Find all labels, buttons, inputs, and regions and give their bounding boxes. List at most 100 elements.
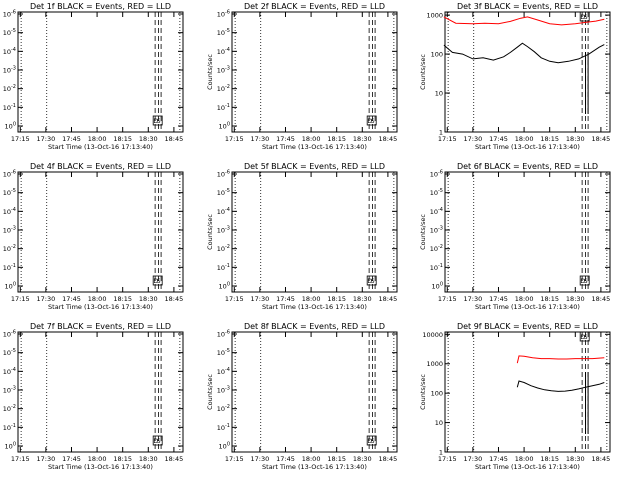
panel-6: Det 6f BLACK = Events, RED = LLD 100 10-1 1… bbox=[419, 162, 611, 311]
x-tick-label: 17:45 bbox=[276, 135, 295, 143]
x-tick-label: 17:30 bbox=[37, 455, 56, 463]
panel-title: Det 8f BLACK = Events, RED = LLD bbox=[244, 322, 385, 331]
marker-D: D bbox=[580, 14, 585, 21]
x-tick-label: 18:45 bbox=[165, 455, 184, 463]
x-tick-label: 18:45 bbox=[592, 455, 611, 463]
panel-title: Det 3f BLACK = Events, RED = LLD bbox=[457, 2, 598, 11]
marker-D: D bbox=[580, 278, 585, 285]
panel-1: Det 1f BLACK = Events, RED = LLD 100 10-1 1… bbox=[3, 2, 184, 151]
x-tick-label: 17:15 bbox=[438, 295, 457, 303]
x-tick-label: 17:15 bbox=[438, 135, 457, 143]
x-tick-label: 18:00 bbox=[302, 135, 321, 143]
marker-box bbox=[579, 11, 590, 22]
y-tick-label: 10-5 bbox=[430, 188, 443, 197]
x-axis-label: Start Time (13-Oct-16 17:13:40) bbox=[262, 303, 367, 311]
y-tick-label: 10-6 bbox=[3, 330, 16, 339]
panel-8: Det 8f BLACK = Events, RED = LLD 100 10-1 1… bbox=[206, 322, 398, 471]
y-tick-label: 10-4 bbox=[3, 47, 16, 56]
plot-frame bbox=[231, 171, 398, 293]
marker-box bbox=[366, 435, 377, 446]
x-tick-label: 18:30 bbox=[353, 455, 372, 463]
y-tick-label: 10-3 bbox=[217, 66, 230, 75]
x-tick-label: 17:30 bbox=[464, 135, 483, 143]
x-tick-label: 17:30 bbox=[251, 135, 270, 143]
y-axis-label: Counts/sec bbox=[206, 54, 214, 90]
x-tick-label: 17:30 bbox=[464, 455, 483, 463]
y-tick-label: 10-5 bbox=[217, 188, 230, 197]
plot-frame bbox=[17, 171, 184, 293]
y-tick-label: 1 bbox=[439, 449, 443, 457]
x-tick-label: 17:15 bbox=[438, 455, 457, 463]
y-tick-label: 10-6 bbox=[430, 170, 443, 179]
x-tick-label: 17:30 bbox=[251, 455, 270, 463]
y-tick-label: 10-3 bbox=[217, 226, 230, 235]
y-tick-label: 10-5 bbox=[3, 28, 16, 37]
y-tick-label: 10-3 bbox=[3, 66, 16, 75]
marker-box bbox=[579, 275, 590, 286]
y-tick-label: 10-5 bbox=[3, 188, 16, 197]
plot-frame bbox=[17, 331, 184, 453]
y-tick-label: 10-6 bbox=[217, 10, 230, 19]
y-tick-label: 10-1 bbox=[217, 103, 230, 112]
marker-S: S bbox=[157, 278, 161, 285]
y-tick-label: 100 bbox=[219, 282, 230, 291]
y-tick-label: 10-1 bbox=[3, 423, 16, 432]
x-tick-label: 17:15 bbox=[225, 135, 244, 143]
marker-S: S bbox=[371, 278, 375, 285]
marker-S: S bbox=[371, 118, 375, 125]
x-tick-label: 18:00 bbox=[88, 295, 107, 303]
panel-title: Det 2f BLACK = Events, RED = LLD bbox=[244, 2, 385, 11]
x-axis-label: Start Time (13-Oct-16 17:13:40) bbox=[475, 143, 580, 151]
panel-title: Det 5f BLACK = Events, RED = LLD bbox=[244, 162, 385, 171]
y-tick-label: 10-1 bbox=[217, 423, 230, 432]
x-tick-label: 18:45 bbox=[592, 295, 611, 303]
y-tick-label: 10-4 bbox=[217, 367, 230, 376]
y-tick-label: 10-6 bbox=[3, 170, 16, 179]
x-tick-label: 18:45 bbox=[165, 135, 184, 143]
y-tick-label: 100 bbox=[432, 282, 443, 291]
x-tick-label: 17:45 bbox=[62, 295, 81, 303]
x-tick-label: 18:30 bbox=[139, 455, 158, 463]
x-tick-label: 17:30 bbox=[464, 295, 483, 303]
x-tick-label: 17:15 bbox=[11, 455, 30, 463]
marker-S: S bbox=[157, 438, 161, 445]
marker-S: S bbox=[584, 14, 588, 21]
x-tick-label: 17:15 bbox=[11, 135, 30, 143]
x-tick-label: 18:30 bbox=[139, 135, 158, 143]
marker-S: S bbox=[371, 438, 375, 445]
x-tick-label: 18:30 bbox=[139, 295, 158, 303]
y-tick-label: 100 bbox=[431, 390, 443, 398]
y-tick-label: 10-1 bbox=[3, 103, 16, 112]
y-tick-label: 10-5 bbox=[3, 348, 16, 357]
x-axis-label: Start Time (13-Oct-16 17:13:40) bbox=[48, 463, 153, 471]
y-tick-label: 10 bbox=[435, 90, 443, 98]
marker-box bbox=[366, 275, 377, 286]
panel-title: Det 6f BLACK = Events, RED = LLD bbox=[457, 162, 598, 171]
y-tick-label: 10-4 bbox=[217, 47, 230, 56]
y-tick-label: 1 bbox=[439, 129, 443, 137]
x-tick-label: 18:30 bbox=[353, 295, 372, 303]
y-tick-label: 10-6 bbox=[217, 330, 230, 339]
y-tick-label: 10-6 bbox=[3, 10, 16, 19]
y-tick-label: 100 bbox=[5, 122, 16, 131]
series-lld bbox=[516, 355, 605, 364]
y-tick-label: 10-2 bbox=[3, 84, 16, 93]
x-tick-label: 17:45 bbox=[489, 135, 508, 143]
panel-4: Det 4f BLACK = Events, RED = LLD 100 10-1 1… bbox=[3, 162, 184, 311]
x-tick-label: 18:00 bbox=[88, 135, 107, 143]
panel-3: Det 3f BLACK = Events, RED = LLD 1 10 100 10… bbox=[419, 2, 611, 151]
y-tick-label: 10-1 bbox=[3, 263, 16, 272]
y-tick-label: 100 bbox=[219, 122, 230, 131]
series-events bbox=[516, 380, 605, 392]
marker-D: D bbox=[153, 278, 158, 285]
y-tick-label: 100 bbox=[219, 442, 230, 451]
x-tick-label: 18:15 bbox=[540, 135, 559, 143]
y-tick-label: 10-2 bbox=[430, 244, 443, 253]
x-tick-label: 18:45 bbox=[165, 295, 184, 303]
x-tick-label: 18:30 bbox=[353, 135, 372, 143]
x-tick-label: 18:00 bbox=[515, 135, 534, 143]
x-tick-label: 18:45 bbox=[379, 455, 398, 463]
x-tick-label: 18:15 bbox=[327, 455, 346, 463]
x-axis-label: Start Time (13-Oct-16 17:13:40) bbox=[48, 143, 153, 151]
marker-box bbox=[579, 331, 590, 342]
